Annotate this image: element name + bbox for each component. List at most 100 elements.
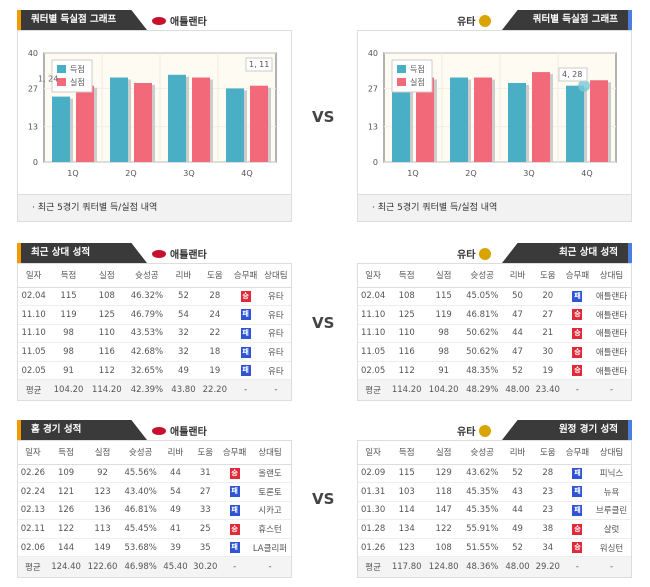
table-cell: 27 [190,482,221,502]
table-row: 11.05 116 98 50.62% 47 30 승 애틀랜타 [358,342,631,362]
table-cell: 45.35% [462,501,503,521]
table-cell: 27 [532,305,563,325]
bar-실점 [532,72,550,162]
table-cell: 126 [47,501,85,521]
table-cell: 45.05% [462,287,503,307]
table-cell: 01.26 [358,538,389,558]
table-row: 02.13 126 136 46.81% 49 33 패 시카고 [18,501,291,521]
column-header: 상대팀 [592,264,631,288]
table-cell: 108 [425,538,463,558]
table-cell: 119 [425,305,463,325]
table-cell: 23 [532,501,563,521]
table-cell: 112 [388,361,426,381]
table-cell: 46.79% [126,305,168,325]
team-label: 애틀랜타 [152,246,207,261]
right-chart-panel: 쿼터별 득실점 그래프 유타 0 13 27 40 1Q 2Q 3Q 4Q 득점 실점 4, 28 ·… [357,10,632,222]
table-cell: 119 [49,305,88,325]
table-cell: 54 [167,305,200,325]
bar-득점 [392,80,410,162]
result-cell: 패 [562,464,593,484]
bar-득점 [508,82,526,162]
column-header: 일자 [18,264,50,288]
table-cell: 108 [87,287,127,307]
left-home-panel: 홈 경기 성적 애틀랜타 일자 득점 실점 슛성공 리바 도움 승무패 상대팀 02.26 109… [17,420,292,578]
table-cell: 134 [388,519,426,539]
table-cell: 11.10 [358,324,389,344]
team-label: 애틀랜타 [152,13,207,28]
result-cell: 승 [562,538,593,558]
table-cell: 124.80 [425,556,463,577]
column-header: 리바 [502,441,533,465]
result-cell: 패 [230,324,261,344]
column-header: 도움 [532,264,563,288]
average-row: 평균 114.20 104.20 48.29% 48.00 23.40- - [358,379,631,400]
tooltip: 1, 24 [38,75,58,84]
column-header: 실점 [84,441,121,465]
table-cell: 애틀랜타 [592,305,631,325]
table-cell: 18 [199,342,231,362]
team-label: 유타 [457,246,492,261]
jazz-logo-icon [479,424,492,437]
table-header-row: 일자 득점 실점 슛성공 리바 도움 승무패 상대팀 [18,264,291,288]
table-cell: 91 [49,361,88,381]
table-cell: 유타 [260,287,291,307]
table-cell: 워싱턴 [592,538,631,558]
table-cell: 24 [199,305,231,325]
bar-득점 [110,77,128,162]
loss-badge: 패 [572,467,583,479]
column-header: 일자 [18,441,48,465]
table-cell: 43.80 [167,379,200,400]
bar-실점 [250,85,268,162]
table-cell: 38 [532,519,563,539]
average-row: 평균 117.80 124.80 48.36% 48.00 29.20- - [358,556,631,577]
table-cell: 23 [532,482,563,502]
table-cell: 샬럿 [592,519,631,539]
table-row: 01.28 134 122 55.91% 49 38 승 샬럿 [358,519,631,539]
stats-table: 일자 득점 실점 슛성공 리바 도움 승무패 상대팀 02.04 108 115 45.05% 50 20… [358,264,631,400]
table-cell: 22 [199,324,231,344]
table-cell: 30 [532,342,563,362]
table-cell: 125 [87,305,127,325]
table-cell: 29.20 [532,556,563,577]
table-cell: 평균 [358,379,389,400]
table-cell: 20 [532,287,563,307]
vs-label: VS [312,314,335,332]
bar-득점 [168,74,186,162]
table-row: 11.10 125 119 46.81% 47 27 승 애틀랜타 [358,305,631,325]
chart-footer: · 최근 5경기 쿼터별 득/실점 내역 [358,194,631,221]
table-cell: 01.31 [358,482,389,502]
y-tick-label: 0 [373,158,378,167]
legend-label: 득점 [410,64,425,74]
table-row: 02.26 109 92 45.56% 44 31 승 올랜도 [18,464,291,484]
table-cell: 114 [388,501,426,521]
column-header: 도움 [532,441,563,465]
table-cell: 뉴욕 [592,482,631,502]
right-recent-panel: 최근 상대 성적 유타 일자 득점 실점 슛성공 리바 도움 승무패 상대팀 02.04 108 1… [357,243,632,401]
table-cell: 53.68% [120,538,161,558]
column-header: 도움 [199,264,231,288]
table-cell: 02.24 [18,482,48,502]
table-row: 02.05 91 112 32.65% 49 19 패 유타 [18,361,291,381]
result-cell: 패 [562,501,593,521]
table-cell: 45.56% [120,464,161,484]
y-tick-label: 13 [368,123,378,132]
table-cell: 115 [49,287,88,307]
tooltip-box [558,67,588,82]
table-cell: 104.20 [425,379,463,400]
bar-실점 [76,85,94,162]
bar-득점 [450,77,468,162]
vs-label: VS [312,490,335,508]
section-title: 쿼터별 득실점 그래프 [502,10,632,30]
table-row: 01.26 123 108 51.55% 52 34 승 워싱턴 [358,538,631,558]
result-cell: 승 [562,519,593,539]
table-cell: 19 [199,361,231,381]
result-cell: 승 [562,305,593,325]
table-cell: 01.28 [358,519,389,539]
chart-footer: · 최근 5경기 쿼터별 득/실점 내역 [18,194,291,221]
legend-label: 실점 [70,77,85,87]
table-cell: - [562,556,593,577]
table-cell: 유타 [260,305,291,325]
table-cell: 115 [388,464,426,484]
table-cell: 44 [502,324,533,344]
table-row: 02.09 115 129 43.62% 52 28 패 피닉스 [358,464,631,484]
